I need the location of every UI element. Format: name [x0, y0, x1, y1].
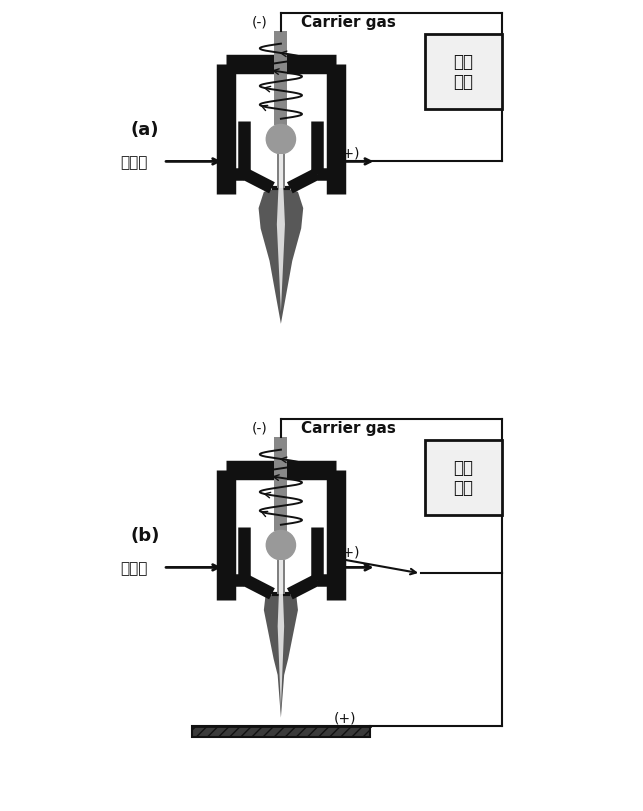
Text: 전원: 전원	[453, 73, 474, 91]
Text: (+): (+)	[338, 146, 360, 161]
Text: Carrier gas: Carrier gas	[301, 15, 396, 30]
Bar	[277, 560, 285, 594]
Bar	[275, 438, 287, 531]
Text: (-): (-)	[252, 15, 267, 29]
Text: 낙각수: 낙각수	[120, 155, 148, 169]
Bar	[275, 32, 287, 126]
Text: 낙각수: 낙각수	[120, 560, 148, 575]
Text: (b): (b)	[131, 526, 160, 544]
Bar	[425, 34, 502, 109]
Text: 직류: 직류	[453, 458, 474, 476]
Polygon shape	[264, 594, 298, 718]
Text: (a): (a)	[131, 121, 159, 139]
Text: (-): (-)	[252, 421, 267, 435]
Text: 직류: 직류	[453, 53, 474, 71]
Text: 전원: 전원	[453, 478, 474, 496]
Text: Carrier gas: Carrier gas	[301, 420, 396, 436]
Circle shape	[266, 531, 296, 560]
Polygon shape	[277, 188, 285, 312]
Bar	[279, 560, 282, 594]
Polygon shape	[278, 594, 284, 710]
Bar	[425, 440, 502, 515]
Circle shape	[266, 126, 296, 154]
Text: (+): (+)	[338, 544, 360, 559]
Bar	[192, 726, 370, 737]
Bar	[279, 154, 282, 188]
Bar	[277, 154, 285, 188]
Polygon shape	[258, 188, 303, 324]
Text: (+): (+)	[334, 710, 356, 725]
